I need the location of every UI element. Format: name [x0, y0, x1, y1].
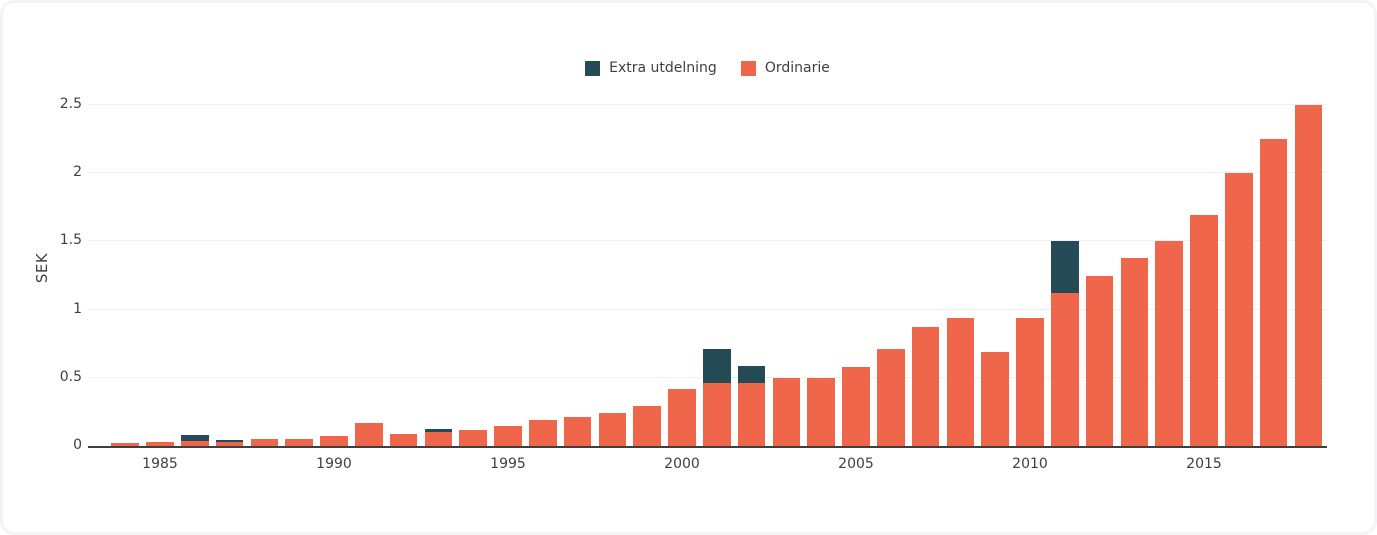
ordinarie-swatch-icon [740, 60, 756, 76]
plot-area [88, 104, 1327, 448]
bar-1996-ordinarie[interactable] [529, 420, 557, 446]
bar-2015-ordinarie[interactable] [1190, 215, 1218, 446]
bar-2000-ordinarie[interactable] [668, 388, 696, 446]
bar-1993-extra-utdelning[interactable] [424, 428, 453, 433]
x-tick-label-2000: 2000 [664, 456, 700, 472]
x-tick-label-1985: 1985 [142, 456, 178, 472]
bar-1993-ordinarie[interactable] [424, 432, 453, 446]
bar-2016-ordinarie[interactable] [1225, 173, 1253, 446]
x-tick-label-2005: 2005 [838, 456, 874, 472]
bar-2010-ordinarie[interactable] [1016, 317, 1044, 446]
y-axis-title: SEK [33, 252, 51, 284]
bar-1986-extra-utdelning[interactable] [181, 435, 209, 441]
bar-2007-ordinarie[interactable] [911, 327, 940, 446]
bar-2014-ordinarie[interactable] [1155, 241, 1183, 446]
legend-label-ordinarie: Ordinarie [764, 60, 830, 76]
bar-1999-ordinarie[interactable] [633, 406, 661, 446]
extra-utdelning-swatch-icon [585, 60, 601, 76]
y-tick-label-1.5: 1.5 [59, 232, 82, 249]
bar-1986-ordinarie[interactable] [181, 440, 209, 446]
bar-2012-ordinarie[interactable] [1085, 275, 1114, 446]
bar-2001-ordinarie[interactable] [703, 383, 731, 446]
gridline-1.5 [88, 240, 1327, 242]
bar-2011-ordinarie[interactable] [1051, 292, 1079, 446]
bar-1988-ordinarie[interactable] [250, 438, 279, 446]
y-tick-label-0.5: 0.5 [59, 368, 82, 385]
y-tick-label-0: 0 [73, 437, 82, 453]
x-tick-label-2015: 2015 [1186, 456, 1222, 472]
y-tick-label-2: 2 [73, 164, 82, 181]
x-tick-label-1995: 1995 [490, 456, 526, 472]
bar-1995-ordinarie[interactable] [494, 425, 522, 446]
bar-1987-ordinarie[interactable] [215, 441, 244, 446]
bar-2005-ordinarie[interactable] [842, 366, 870, 446]
bar-2008-ordinarie[interactable] [946, 317, 975, 446]
bar-2009-ordinarie[interactable] [981, 351, 1009, 446]
gridline-2.5 [88, 104, 1327, 105]
bar-2006-ordinarie[interactable] [877, 349, 905, 446]
chart-legend: Extra utdelning Ordinarie [88, 60, 1327, 76]
bar-2004-ordinarie[interactable] [807, 377, 835, 446]
x-tick-label-2010: 2010 [1012, 456, 1048, 472]
bar-1991-ordinarie[interactable] [355, 422, 383, 446]
bar-1984-ordinarie[interactable] [111, 443, 139, 446]
bar-2018-ordinarie[interactable] [1294, 105, 1323, 446]
gridline-1 [88, 308, 1327, 310]
bar-1989-ordinarie[interactable] [285, 439, 313, 446]
legend-item-extra-utdelning[interactable]: Extra utdelning [585, 60, 717, 76]
bar-1990-ordinarie[interactable] [320, 436, 348, 446]
bar-2017-ordinarie[interactable] [1259, 139, 1288, 446]
bar-1997-ordinarie[interactable] [563, 417, 592, 446]
bar-1994-ordinarie[interactable] [459, 430, 487, 446]
bar-2001-extra-utdelning[interactable] [703, 349, 731, 384]
bar-2002-ordinarie[interactable] [737, 383, 766, 446]
bar-2011-extra-utdelning[interactable] [1051, 241, 1079, 293]
x-tick-label-1990: 1990 [316, 456, 352, 472]
x-axis-line [88, 446, 1327, 448]
legend-item-ordinarie[interactable]: Ordinarie [740, 60, 830, 76]
bar-1998-ordinarie[interactable] [598, 413, 627, 446]
bar-1987-extra-utdelning[interactable] [215, 439, 244, 442]
bar-2013-ordinarie[interactable] [1120, 258, 1149, 446]
gridline-2 [88, 172, 1327, 174]
y-tick-label-1: 1 [73, 300, 82, 317]
legend-label-extra-utdelning: Extra utdelning [609, 60, 717, 76]
bar-1985-ordinarie[interactable] [146, 441, 174, 446]
bar-2003-ordinarie[interactable] [772, 377, 801, 446]
bar-2002-extra-utdelning[interactable] [737, 365, 766, 384]
bar-1992-ordinarie[interactable] [389, 433, 418, 446]
y-tick-label-2.5: 2.5 [59, 96, 82, 112]
